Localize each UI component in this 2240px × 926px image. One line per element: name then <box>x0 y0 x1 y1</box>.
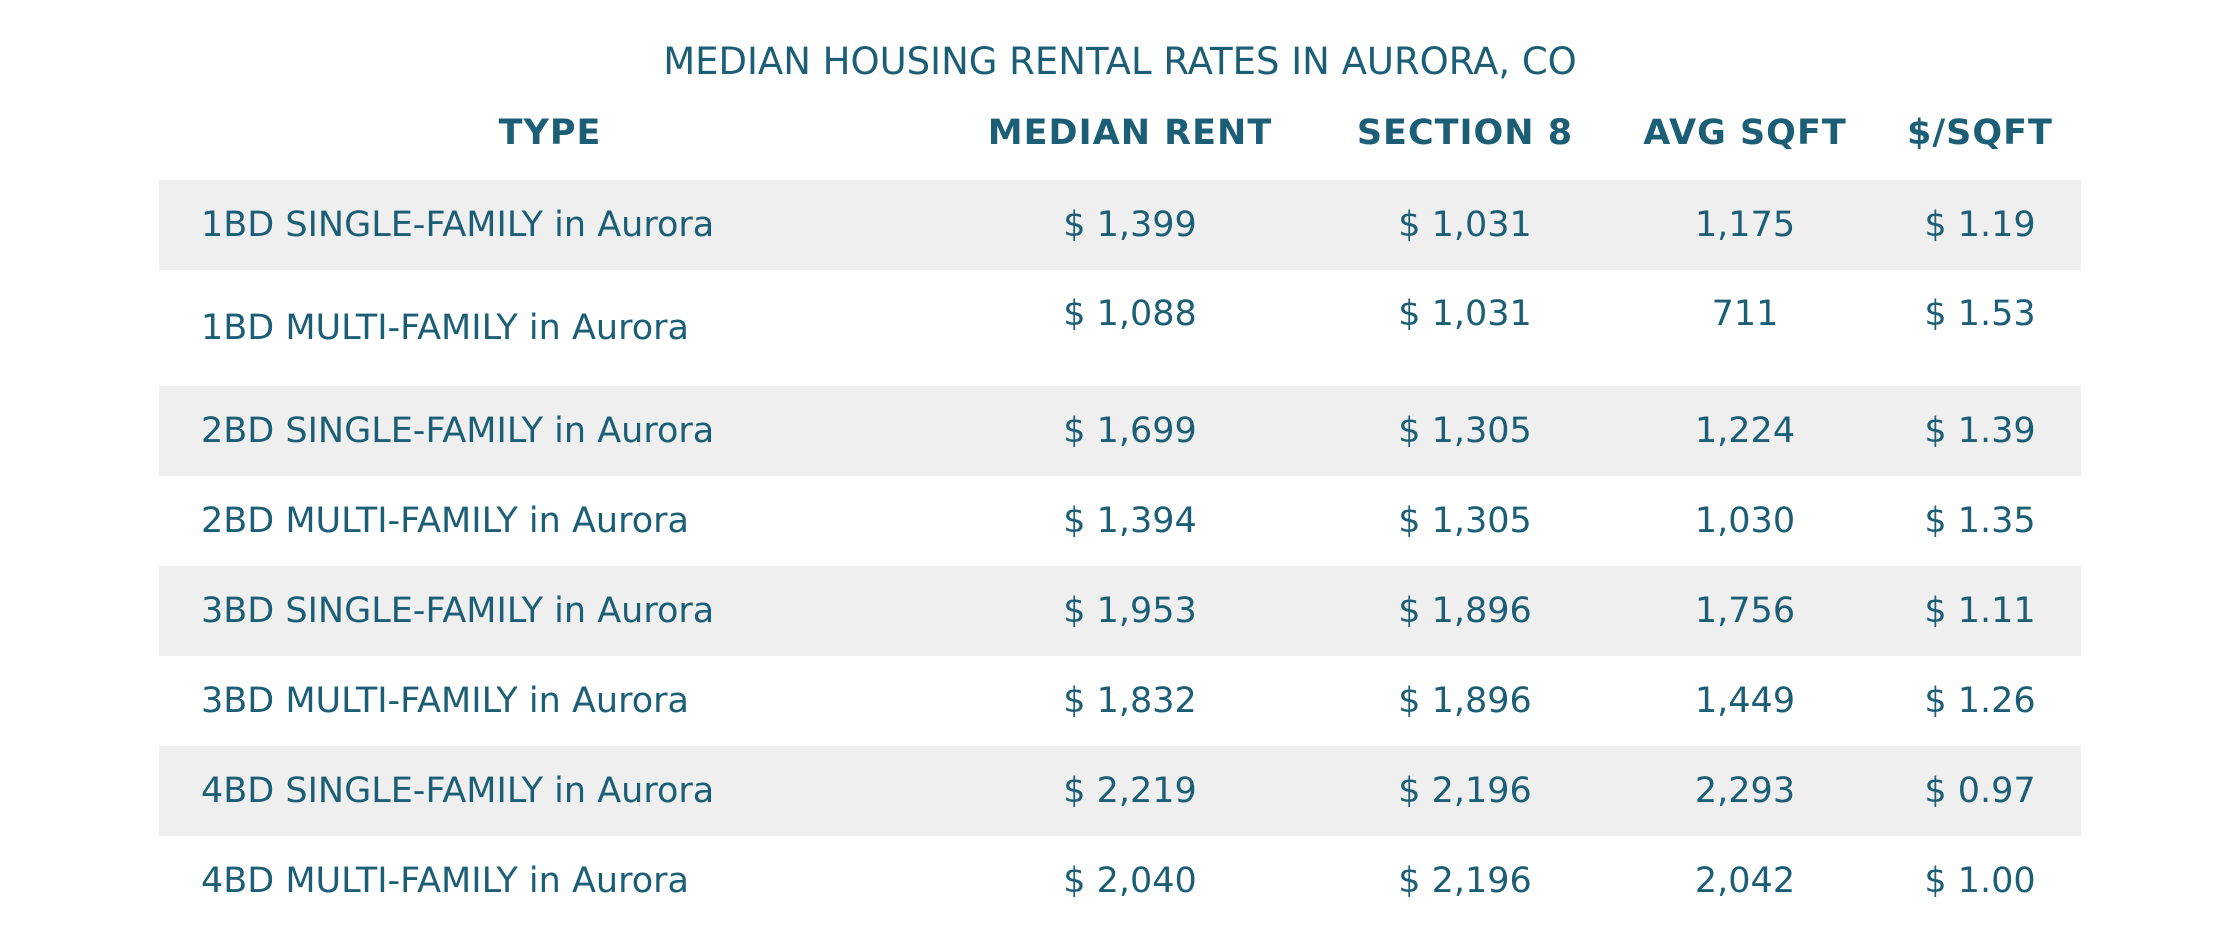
row-price-per-sqft: $ 1.11 <box>1924 591 2036 631</box>
row-type: 3BD MULTI-FAMILY in Aurora <box>201 681 689 721</box>
row-type: 1BD MULTI-FAMILY in Aurora <box>201 308 689 348</box>
row-section-8: $ 1,031 <box>1398 205 1532 245</box>
row-price-per-sqft: $ 1.00 <box>1924 861 2036 901</box>
row-price-per-sqft: $ 1.53 <box>1924 294 2036 334</box>
table-row: 3BD MULTI-FAMILY in Aurora $ 1,832 $ 1,8… <box>159 656 2081 746</box>
row-avg-sqft: 1,030 <box>1694 501 1796 541</box>
row-type: 4BD SINGLE-FAMILY in Aurora <box>201 771 715 811</box>
row-section-8: $ 1,896 <box>1398 681 1532 721</box>
row-section-8: $ 1,896 <box>1398 591 1532 631</box>
row-type: 4BD MULTI-FAMILY in Aurora <box>201 861 689 901</box>
column-header-type: TYPE <box>498 113 602 153</box>
table-row: 4BD MULTI-FAMILY in Aurora $ 2,040 $ 2,1… <box>159 836 2081 926</box>
row-avg-sqft: 1,449 <box>1694 681 1796 721</box>
table-row: 1BD SINGLE-FAMILY in Aurora $ 1,399 $ 1,… <box>159 180 2081 270</box>
row-section-8: $ 1,031 <box>1398 294 1532 334</box>
table-row: 2BD SINGLE-FAMILY in Aurora $ 1,699 $ 1,… <box>159 386 2081 476</box>
row-median-rent: $ 1,699 <box>1063 411 1197 451</box>
row-type: 1BD SINGLE-FAMILY in Aurora <box>201 205 715 245</box>
column-header-median-rent: MEDIAN RENT <box>987 113 1273 153</box>
row-section-8: $ 2,196 <box>1398 861 1532 901</box>
column-header-price-per-sqft: $/SQFT <box>1907 113 2053 153</box>
row-price-per-sqft: $ 1.26 <box>1924 681 2036 721</box>
table-row: 1BD MULTI-FAMILY in Aurora $ 1,088 $ 1,0… <box>159 270 2081 386</box>
rental-rates-table: 1BD SINGLE-FAMILY in Aurora $ 1,399 $ 1,… <box>159 180 2081 926</box>
table-row: 3BD SINGLE-FAMILY in Aurora $ 1,953 $ 1,… <box>159 566 2081 656</box>
row-median-rent: $ 1,953 <box>1063 591 1197 631</box>
row-section-8: $ 1,305 <box>1398 501 1532 541</box>
column-header-avg-sqft: AVG SQFT <box>1643 113 1847 153</box>
row-median-rent: $ 1,088 <box>1063 294 1197 334</box>
row-avg-sqft: 2,293 <box>1694 771 1796 811</box>
row-avg-sqft: 1,175 <box>1694 205 1796 245</box>
page-title: MEDIAN HOUSING RENTAL RATES IN AURORA, C… <box>663 40 1577 83</box>
table-row: 2BD MULTI-FAMILY in Aurora $ 1,394 $ 1,3… <box>159 476 2081 566</box>
row-price-per-sqft: $ 1.35 <box>1924 501 2036 541</box>
row-avg-sqft: 1,756 <box>1694 591 1796 631</box>
table-row: 4BD SINGLE-FAMILY in Aurora $ 2,219 $ 2,… <box>159 746 2081 836</box>
row-median-rent: $ 2,219 <box>1063 771 1197 811</box>
row-avg-sqft: 1,224 <box>1694 411 1796 451</box>
row-type: 3BD SINGLE-FAMILY in Aurora <box>201 591 715 631</box>
row-median-rent: $ 1,399 <box>1063 205 1197 245</box>
row-type: 2BD SINGLE-FAMILY in Aurora <box>201 411 715 451</box>
row-section-8: $ 1,305 <box>1398 411 1532 451</box>
column-header-section-8: SECTION 8 <box>1356 113 1574 153</box>
row-median-rent: $ 1,394 <box>1063 501 1197 541</box>
row-section-8: $ 2,196 <box>1398 771 1532 811</box>
row-median-rent: $ 1,832 <box>1063 681 1197 721</box>
row-price-per-sqft: $ 1.39 <box>1924 411 2036 451</box>
row-avg-sqft: 711 <box>1711 294 1779 334</box>
row-price-per-sqft: $ 0.97 <box>1924 771 2036 811</box>
row-price-per-sqft: $ 1.19 <box>1924 205 2036 245</box>
row-type: 2BD MULTI-FAMILY in Aurora <box>201 501 689 541</box>
row-median-rent: $ 2,040 <box>1063 861 1197 901</box>
row-avg-sqft: 2,042 <box>1694 861 1796 901</box>
